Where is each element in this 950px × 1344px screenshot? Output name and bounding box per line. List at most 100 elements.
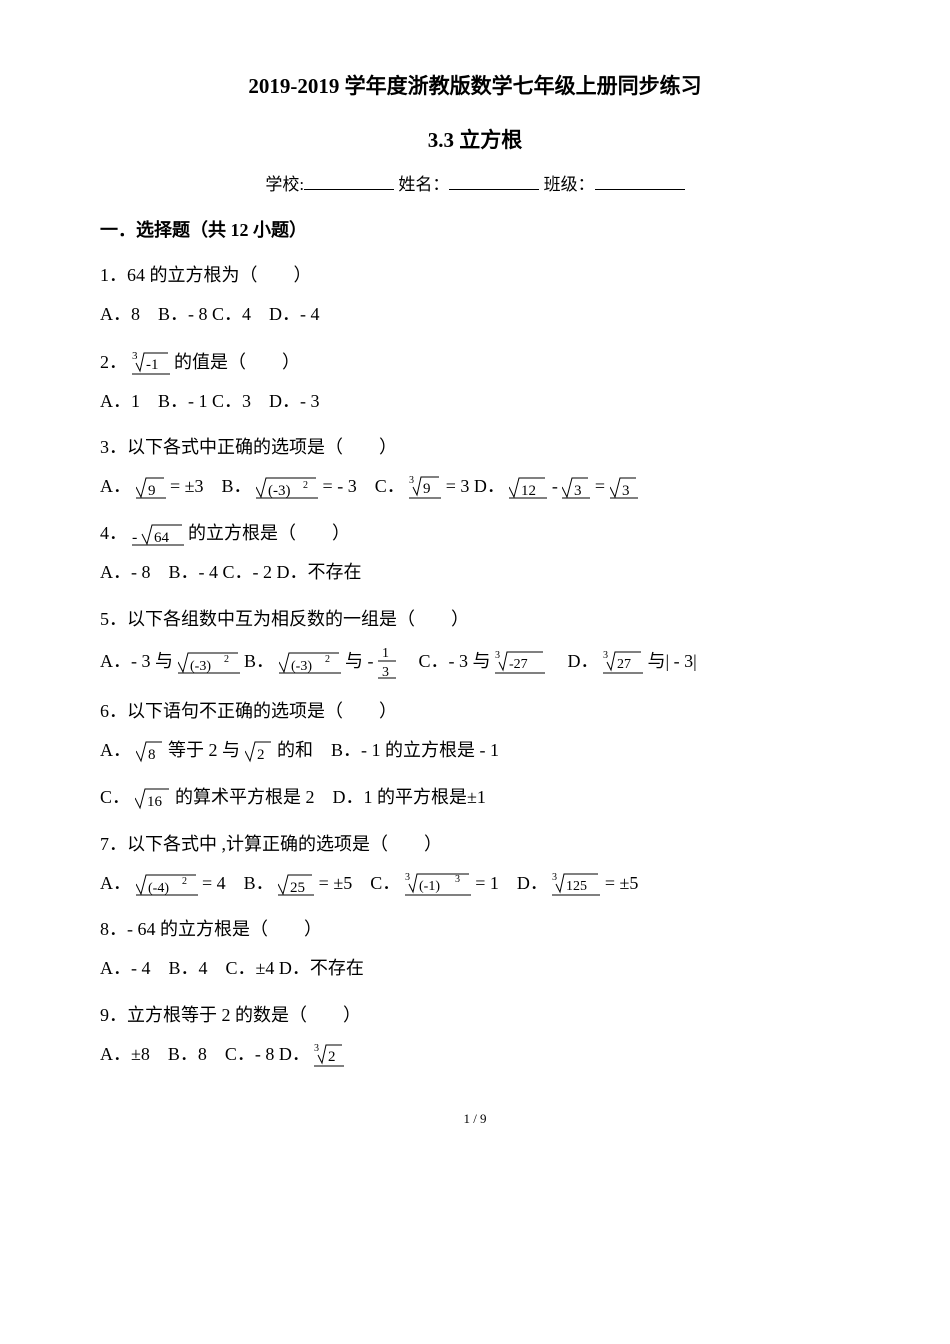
q6-num: 6 <box>100 701 109 721</box>
page-subtitle: 3.3 立方根 <box>100 124 850 158</box>
question-4: 4． - 64 的立方根是（ ） <box>100 519 850 548</box>
svg-text:25: 25 <box>290 880 305 896</box>
q5-B: B． <box>244 651 274 671</box>
svg-text:3: 3 <box>405 872 410 883</box>
q4-tail: 的立方根是（ ） <box>188 523 350 543</box>
svg-text:2: 2 <box>303 480 308 491</box>
frac-1-3-icon: 1 3 <box>378 643 396 679</box>
q6-options-line2: C． 16 的算术平方根是 2 D．1 的平方根是±1 <box>100 783 850 812</box>
svg-text:3: 3 <box>382 665 389 679</box>
svg-text:2: 2 <box>257 747 265 763</box>
svg-text:3: 3 <box>495 650 500 661</box>
q8-options: A．- 4 B．4 C．±4 D．不存在 <box>100 954 850 983</box>
sqrt25-icon: 25 <box>278 872 314 896</box>
svg-text:3: 3 <box>552 872 557 883</box>
sqrt9-icon: 9 <box>136 475 166 499</box>
sqrt2-icon: 2 <box>245 739 273 763</box>
school-blank <box>304 173 394 190</box>
q7-a: = 4 B． <box>202 873 274 893</box>
q3-options: A． 9 = ±3 B． (-3) 2 = - 3 C． 3 9 = 3 D． … <box>100 472 850 501</box>
cbrt125-icon: 3 125 <box>552 870 600 896</box>
svg-text:2: 2 <box>328 1049 336 1065</box>
q2-text: ． <box>109 352 127 372</box>
question-3: 3．以下各式中正确的选项是（ ） <box>100 433 850 462</box>
question-7: 7．以下各式中 ,计算正确的选项是（ ） <box>100 830 850 859</box>
question-2: 2． 3 -1 的值是（ ） <box>100 347 850 377</box>
question-9: 9．立方根等于 2 的数是（ ） <box>100 1001 850 1030</box>
blanks-line: 学校: 姓名： 班级： <box>100 171 850 198</box>
sqrt3b-icon: 3 <box>610 475 638 499</box>
q6-t1b: 的算术平方根是 2 D．1 的平方根是±1 <box>175 787 486 807</box>
svg-text:2: 2 <box>182 876 187 887</box>
q7-b: = ±5 C． <box>319 873 401 893</box>
q6-t1: 等于 2 与 <box>168 740 240 760</box>
sqrt16-icon: 16 <box>135 786 171 810</box>
q3-C: = - 3 C． <box>323 476 405 496</box>
cbrt-neg1-icon: 3 -1 <box>132 347 170 375</box>
q7-A: A． <box>100 873 131 893</box>
question-1: 1．64 的立方根为（ ） <box>100 261 850 290</box>
q4-text: ． <box>109 523 127 543</box>
sqrt12-icon: 12 <box>509 475 547 499</box>
q9-text: ．立方根等于 2 的数是（ ） <box>109 1005 361 1025</box>
svg-text:9: 9 <box>148 483 156 499</box>
q4-options: A．- 8 B．- 4 C．- 2 D．不存在 <box>100 558 850 587</box>
svg-text:3: 3 <box>603 650 608 661</box>
question-6: 6．以下语句不正确的选项是（ ） <box>100 697 850 726</box>
svg-text:2: 2 <box>325 654 330 665</box>
q1-num: 1 <box>100 265 109 285</box>
svg-text:(-1): (-1) <box>419 879 440 894</box>
q7-c: = 1 D． <box>475 873 548 893</box>
svg-text:1: 1 <box>382 646 389 661</box>
question-5: 5．以下各组数中互为相反数的一组是（ ） <box>100 605 850 634</box>
q6-options-line1: A． 8 等于 2 与 2 的和 B．- 1 的立方根是 - 1 <box>100 736 850 765</box>
class-label: 班级： <box>544 175 595 194</box>
q5-D2: 与| - 3| <box>648 651 697 671</box>
q7-options: A． (-4) 2 = 4 B． 25 = ±5 C． 3 (-1) 3 = 1 D… <box>100 869 850 898</box>
q6-t2: 的和 B．- 1 的立方根是 - 1 <box>277 740 499 760</box>
q3-D: = 3 D． <box>446 476 505 496</box>
svg-text:12: 12 <box>521 483 536 499</box>
svg-text:16: 16 <box>147 794 163 810</box>
q5-A: A．- 3 与 <box>100 651 173 671</box>
section-head: 一．选择题（共 12 小题） <box>100 216 850 245</box>
q9-pre: A．±8 B．8 C．- 8 D． <box>100 1044 310 1064</box>
svg-text:(-3): (-3) <box>291 659 312 674</box>
q7-d: = ±5 <box>605 873 639 893</box>
svg-text:3: 3 <box>574 483 582 499</box>
q1-options: A．8 B．- 8 C．4 D．- 4 <box>100 300 850 329</box>
page-number: 1 / 9 <box>100 1109 850 1130</box>
cbrt2-icon: 3 2 <box>314 1041 344 1067</box>
svg-text:27: 27 <box>617 657 631 672</box>
q5-C: C．- 3 与 <box>401 651 491 671</box>
school-label: 学校: <box>265 175 304 194</box>
q3-eq: = <box>595 476 605 496</box>
q3-minus: - <box>552 476 563 496</box>
q9-options: A．±8 B．8 C．- 8 D． 3 2 <box>100 1040 850 1069</box>
q6-A: A． <box>100 740 131 760</box>
svg-text:3: 3 <box>409 475 414 486</box>
svg-text:-27: -27 <box>509 657 528 672</box>
q2-tail: 的值是（ ） <box>174 352 300 372</box>
page-title: 2019-2019 学年度浙教版数学七年级上册同步练习 <box>100 70 850 104</box>
svg-text:(-4): (-4) <box>148 881 169 896</box>
svg-text:2: 2 <box>224 654 229 665</box>
name-label: 姓名： <box>398 175 449 194</box>
q9-num: 9 <box>100 1005 109 1025</box>
q5-options: A．- 3 与 (-3)2 B． (-3)2 与 - 1 3 C．- 3 与 3… <box>100 643 850 679</box>
neg-sqrt64-icon: - 64 <box>132 522 184 546</box>
cbrt27-icon: 3 27 <box>603 648 643 674</box>
svg-text:-1: -1 <box>146 357 159 373</box>
q6-C: C． <box>100 787 130 807</box>
q7-text: ．以下各式中 ,计算正确的选项是（ ） <box>109 834 442 854</box>
name-blank <box>449 173 539 190</box>
q5-text: ．以下各组数中互为相反数的一组是（ ） <box>109 609 469 629</box>
q3-text: ．以下各式中正确的选项是（ ） <box>109 437 397 457</box>
svg-text:64: 64 <box>154 530 170 546</box>
q3-A: A． <box>100 476 131 496</box>
cbrt9-icon: 3 9 <box>409 473 441 499</box>
q2-options: A．1 B．- 1 C．3 D．- 3 <box>100 387 850 416</box>
q3-num: 3 <box>100 437 109 457</box>
svg-text:-: - <box>132 529 137 546</box>
q5-D: D． <box>550 651 599 671</box>
